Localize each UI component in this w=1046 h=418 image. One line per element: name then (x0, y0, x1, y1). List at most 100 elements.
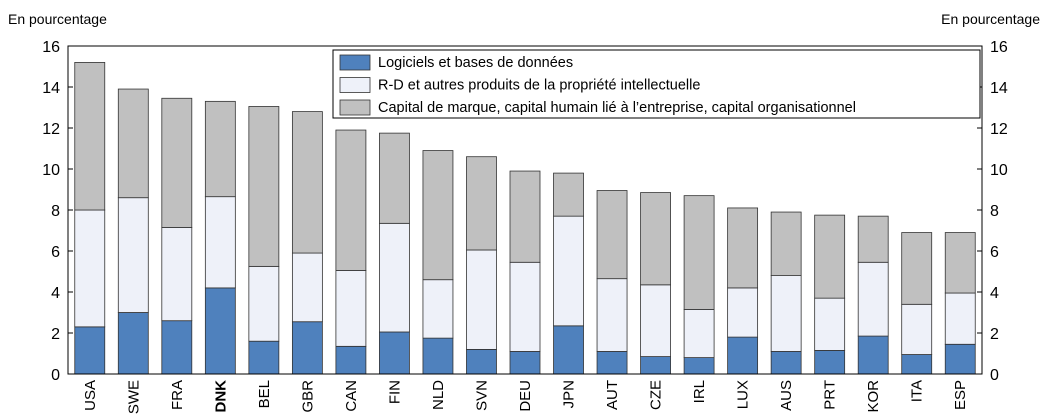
bar-segment (466, 156, 497, 251)
y-axis-label: En pourcentage (8, 11, 107, 27)
y2-tick-label: 6 (990, 244, 999, 261)
bar-segment (466, 249, 497, 350)
bar-segment (74, 62, 106, 211)
bar-segment (335, 345, 367, 375)
bar-segment (683, 195, 715, 310)
bar-segment (161, 227, 193, 322)
bar-segment (640, 192, 671, 286)
legend-label: R-D et autres produits de la propriété i… (378, 78, 700, 94)
bar-segment (248, 106, 280, 267)
y2-tick-label: 8 (990, 203, 999, 220)
bar-segment (161, 97, 193, 228)
legend-swatch (339, 99, 371, 116)
bar-segment (117, 88, 149, 199)
legend-label: Capital de marque, capital humain lié à … (378, 100, 856, 116)
bar-segment (509, 170, 541, 263)
bar-segment (422, 279, 454, 339)
y-tick-label: 0 (51, 367, 60, 384)
bar-segment (509, 261, 541, 352)
x-tick-label: CZE (648, 380, 665, 410)
bar-segment (596, 278, 628, 352)
bar-segment (553, 172, 584, 217)
y-tick-label: 14 (42, 80, 60, 97)
bar-segment (422, 337, 454, 375)
bar-segment (727, 207, 759, 289)
bar-segment (683, 309, 715, 358)
y2-tick-label: 14 (990, 80, 1008, 97)
y2-tick-label: 4 (990, 285, 999, 302)
bar-segment (814, 214, 846, 299)
y-tick-label: 10 (42, 162, 60, 179)
y-tick-label: 12 (42, 121, 60, 138)
bar-segment (727, 336, 759, 375)
x-tick-label: ITA (909, 380, 926, 402)
bar-segment (291, 321, 323, 375)
bar-segment (422, 150, 454, 281)
x-tick-label: KOR (865, 380, 882, 413)
bar-segment (944, 343, 976, 375)
bar-segment (553, 325, 584, 375)
x-tick-label: ESP (952, 380, 969, 410)
bar-segment (335, 270, 367, 347)
bar-segment (857, 261, 889, 337)
y2-tick-label: 12 (990, 121, 1008, 138)
x-tick-label: AUT (604, 380, 621, 410)
bar-segment (74, 326, 106, 375)
x-tick-label: GBR (299, 380, 316, 413)
bar-segment (204, 100, 236, 198)
y2-tick-label: 16 (990, 39, 1008, 56)
legend: Logiciels et bases de données R-D et autr… (332, 49, 981, 119)
x-tick-label: SVN (473, 380, 490, 411)
bar-segment (466, 348, 497, 375)
x-tick-label: IRL (691, 380, 708, 403)
y-tick-label: 4 (51, 285, 60, 302)
y2-axis-label: En pourcentage (941, 11, 1040, 27)
y-tick-label: 2 (51, 326, 60, 343)
bar-segment (291, 252, 323, 323)
bar-segment (248, 340, 280, 375)
legend-label: Logiciels et bases de données (378, 55, 573, 71)
bar-segment (379, 132, 410, 224)
bar-segment (770, 275, 802, 352)
bar-segment (204, 196, 236, 289)
y-tick-label: 8 (51, 203, 60, 220)
bar-segment (901, 303, 933, 355)
y-tick-label: 16 (42, 39, 60, 56)
bar-segment (74, 209, 106, 328)
bar-segment (770, 211, 802, 277)
bar-segment (727, 287, 759, 338)
bar-segment (596, 351, 628, 375)
x-tick-label: FRA (169, 380, 186, 410)
x-tick-label: NLD (430, 380, 447, 410)
bar-segment (553, 215, 584, 327)
bar-segment (248, 265, 280, 342)
y-tick-label: 6 (51, 244, 60, 261)
bar-segment (901, 354, 933, 375)
bar-segment (944, 232, 976, 294)
bar-segment (379, 331, 410, 375)
bar-segment (770, 351, 802, 375)
x-tick-label: BEL (256, 380, 273, 408)
bar-segment (117, 197, 149, 313)
bar-segment (683, 357, 715, 375)
bar-segment (161, 320, 193, 375)
x-tick-label: LUX (735, 380, 752, 409)
bar-segment (944, 292, 976, 345)
bar-segment (857, 215, 889, 263)
plot-frame (67, 45, 983, 375)
bar-segment (814, 297, 846, 351)
x-tick-label: DNK (212, 380, 229, 413)
x-tick-label: DEU (517, 380, 534, 412)
bar-segment (117, 312, 149, 375)
legend-box (332, 49, 981, 119)
bar-segment (640, 356, 671, 375)
legend-swatch (339, 54, 371, 71)
bar-segment (509, 351, 541, 375)
x-tick-label: PRT (822, 380, 839, 410)
x-tick-label: JPN (561, 380, 578, 408)
y2-tick-label: 0 (990, 367, 999, 384)
bar-segment (901, 232, 933, 305)
x-tick-label: CAN (343, 380, 360, 412)
x-tick-label: AUS (778, 380, 795, 411)
